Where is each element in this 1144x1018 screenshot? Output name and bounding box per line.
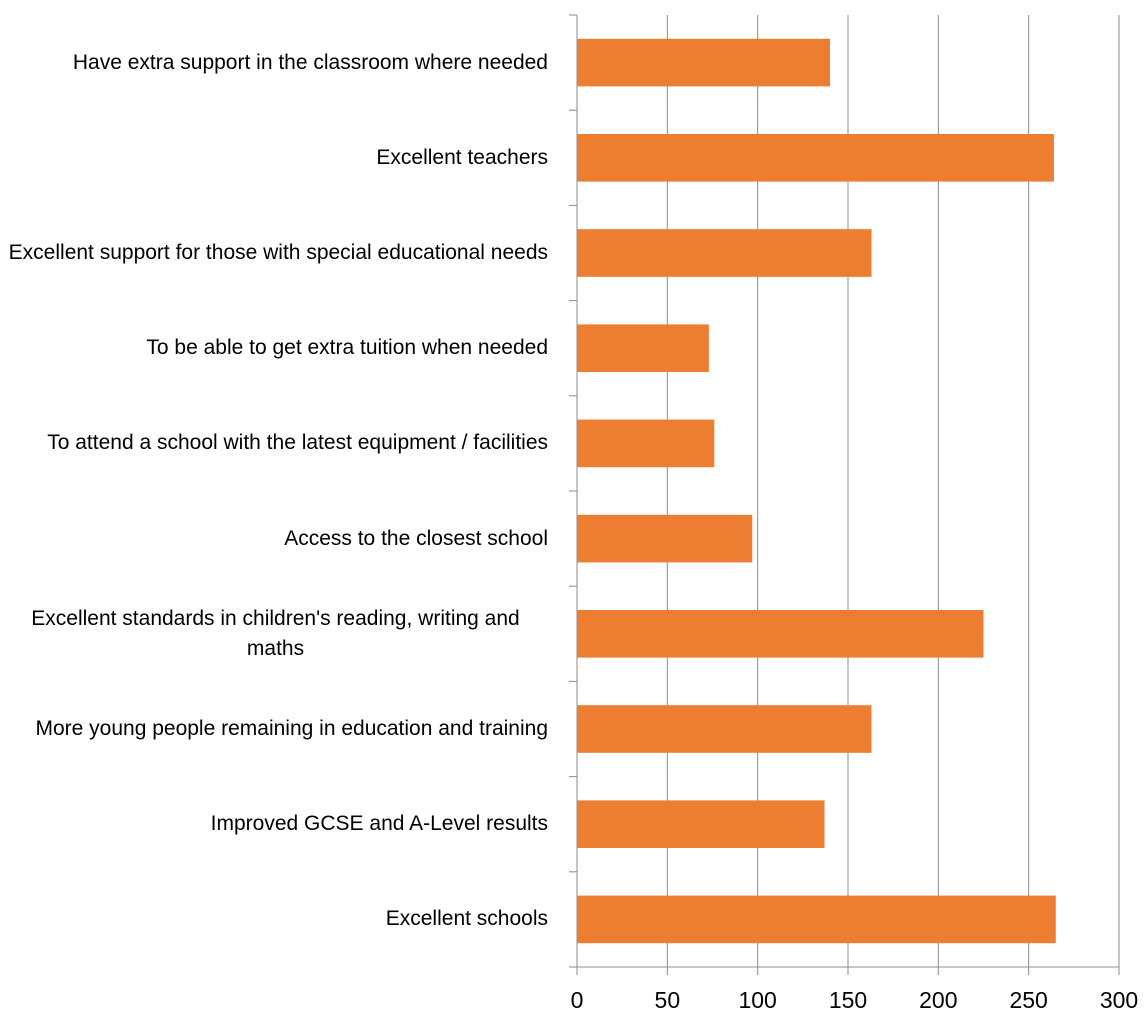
y-tick-label: Have extra support in the classroom wher… <box>72 50 548 74</box>
bar <box>577 229 872 277</box>
y-tick-label-box: Improved GCSE and A-Level results <box>0 809 548 839</box>
y-tick-label-box: Access to the closest school <box>0 524 548 554</box>
y-tick-label: More young people remaining in education… <box>35 717 548 740</box>
bar <box>577 514 753 563</box>
x-tick-label: 150 <box>829 987 867 1013</box>
y-tick-label-box: To be able to get extra tuition when nee… <box>0 333 548 363</box>
y-tick-label: Access to the closest school <box>284 526 548 550</box>
y-tick-label-box: To attend a school with the latest equip… <box>0 428 548 458</box>
x-tick-label: 100 <box>738 987 776 1013</box>
y-tick-label: To be able to get extra tuition when nee… <box>146 336 548 360</box>
x-tick-label: 300 <box>1100 987 1138 1013</box>
bar <box>577 134 1054 182</box>
bar <box>577 38 830 87</box>
y-tick-label-box: Excellent support for those with special… <box>0 238 548 268</box>
y-tick-label: Excellent schools <box>385 907 548 931</box>
y-tick-label: To attend a school with the latest equip… <box>47 431 548 455</box>
y-tick-label: Improved GCSE and A-Level results <box>210 812 548 836</box>
y-tick-label-box: Excellent schools <box>0 904 548 934</box>
x-tick-label: 50 <box>655 987 681 1013</box>
y-tick-label-box: Have extra support in the classroom wher… <box>0 48 548 78</box>
bar <box>577 800 825 848</box>
x-tick-label: 200 <box>919 987 957 1013</box>
bar <box>577 895 1056 944</box>
y-tick-label: Excellent standards in children's readin… <box>31 606 520 660</box>
x-tick-label: 250 <box>1009 987 1047 1013</box>
y-tick-label-box: Excellent standards in children's readin… <box>0 604 548 664</box>
y-tick-label-box: Excellent teachers <box>0 143 548 173</box>
y-tick-label-box: More young people remaining in education… <box>0 714 548 744</box>
y-tick-label: Excellent support for those with special… <box>8 241 548 264</box>
y-tick-label: Excellent teachers <box>376 145 548 169</box>
bar <box>577 610 984 658</box>
bar <box>577 324 709 372</box>
bar <box>577 419 715 468</box>
x-tick-label: 0 <box>571 987 584 1013</box>
bar <box>577 705 872 753</box>
